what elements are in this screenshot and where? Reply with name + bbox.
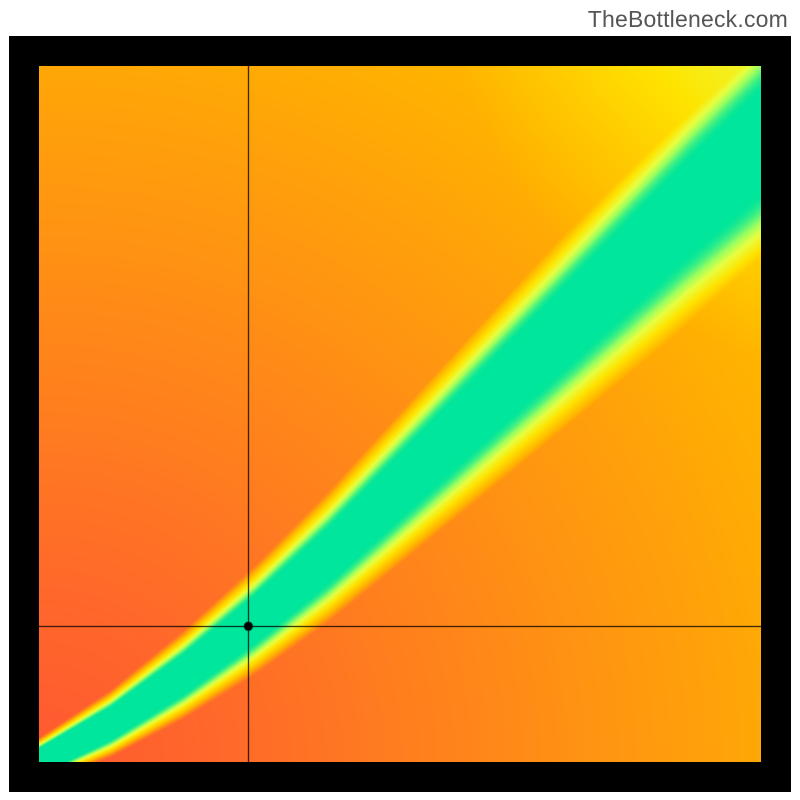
heatmap-canvas xyxy=(39,66,761,762)
attribution-text: TheBottleneck.com xyxy=(588,6,788,33)
plot-area xyxy=(39,66,761,762)
chart-frame: TheBottleneck.com xyxy=(0,0,800,800)
plot-border xyxy=(9,36,791,792)
